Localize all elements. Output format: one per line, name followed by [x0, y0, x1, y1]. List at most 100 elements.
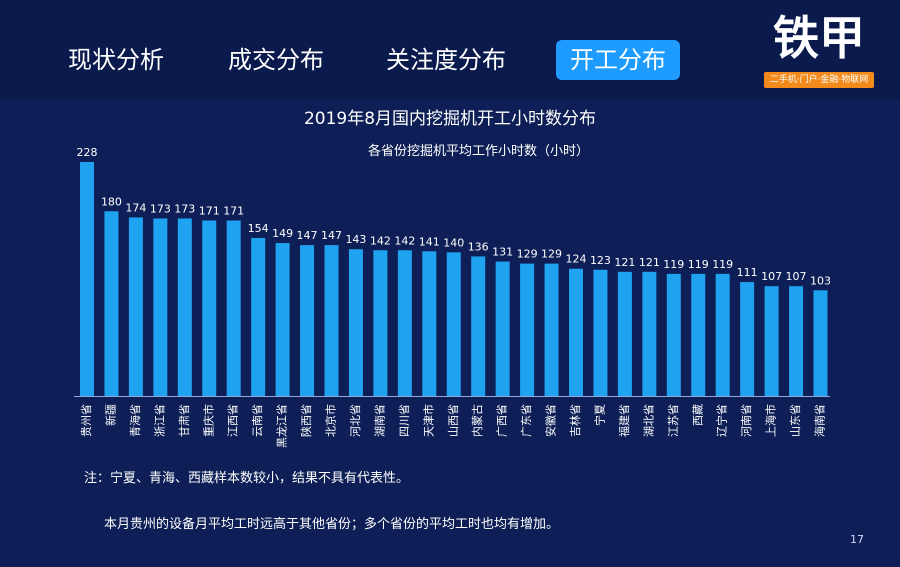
x-tick-label: 上海市 — [764, 404, 778, 437]
bar-value-label: 129 — [541, 248, 562, 261]
bar — [813, 290, 828, 396]
bar-value-label: 149 — [272, 227, 293, 240]
bar — [520, 263, 535, 396]
bar — [617, 271, 632, 396]
bar — [202, 220, 217, 396]
bar-value-label: 147 — [321, 229, 342, 242]
footnote: 注：宁夏、青海、西藏样本数较小，结果不具有代表性。 — [84, 471, 410, 486]
bar-value-label: 147 — [297, 229, 318, 242]
x-tick-label: 浙江省 — [153, 404, 166, 437]
bar-value-label: 121 — [639, 256, 660, 269]
bar — [495, 261, 510, 396]
bar-value-label: 124 — [566, 253, 587, 266]
bar-value-label: 119 — [712, 258, 733, 271]
x-tick-label: 湖南省 — [373, 404, 386, 437]
x-tick-label: 天津市 — [421, 404, 435, 437]
bar-value-label: 142 — [394, 234, 415, 247]
bar — [128, 217, 143, 396]
bar — [177, 218, 192, 396]
x-tick-label: 湖北省 — [642, 404, 655, 437]
x-tick-label: 海南省 — [813, 404, 827, 437]
x-tick-label: 陕西省 — [299, 404, 313, 437]
bar — [397, 250, 412, 396]
x-tick-label: 黑龙江省 — [276, 404, 289, 448]
bar — [789, 286, 804, 396]
x-tick-label: 四川省 — [398, 404, 411, 437]
bar — [104, 211, 119, 396]
bar-value-label: 154 — [248, 222, 269, 235]
bar — [764, 286, 779, 396]
x-tick-label: 河南省 — [740, 404, 753, 437]
bar — [80, 162, 94, 396]
bar — [153, 218, 168, 396]
bar — [226, 220, 241, 396]
bar-value-label: 107 — [761, 270, 782, 283]
bar-value-label: 142 — [370, 234, 391, 247]
x-tick-label: 内蒙古 — [470, 404, 484, 437]
bar-value-label: 119 — [663, 258, 684, 271]
chart-subtitle: 各省份挖掘机平均工作小时数（小时） — [368, 144, 590, 159]
x-tick-label: 广西省 — [496, 404, 509, 437]
bar — [446, 252, 461, 396]
bar-value-label: 121 — [614, 256, 635, 269]
x-tick-label: 江苏省 — [667, 404, 680, 437]
tab-operation-distribution[interactable]: 开工分布 — [556, 40, 680, 80]
bar-value-label: 123 — [590, 254, 611, 267]
bar — [544, 263, 559, 396]
bar-value-label: 140 — [443, 236, 464, 249]
x-tick-label: 山东省 — [789, 404, 802, 437]
tab-transaction-distribution[interactable]: 成交分布 — [228, 46, 324, 74]
x-tick-label: 江西省 — [227, 404, 240, 437]
bar — [715, 273, 730, 396]
x-tick-label: 河北省 — [349, 404, 362, 437]
x-tick-label: 重庆市 — [201, 404, 215, 437]
bar — [593, 269, 608, 396]
bar-value-label: 107 — [786, 270, 807, 283]
x-tick-label: 北京市 — [324, 404, 338, 437]
bar — [300, 245, 315, 396]
x-tick-label: 青海省 — [128, 404, 142, 437]
bar — [569, 268, 583, 396]
bar-value-label: 111 — [737, 266, 758, 279]
x-tick-label: 广东省 — [520, 404, 533, 437]
x-tick-label: 吉林省 — [568, 404, 582, 437]
bar-value-label: 171 — [223, 205, 244, 218]
bar — [324, 245, 339, 396]
bar-value-label: 180 — [101, 195, 122, 208]
bar-value-label: 171 — [199, 205, 220, 218]
x-tick-label: 宁夏 — [592, 404, 606, 426]
chart-title: 2019年8月国内挖掘机开工小时数分布 — [303, 109, 597, 129]
x-tick-label: 甘肃省 — [178, 404, 191, 437]
bar-value-label: 129 — [517, 248, 538, 261]
bar — [275, 243, 290, 396]
summary-text: 本月贵州的设备月平均工时远高于其他省份；多个省份的平均工时也均有增加。 — [104, 517, 560, 532]
bar — [642, 271, 657, 396]
brand-logo-tagline: 二手机·门户·金融·物联网 — [764, 72, 874, 88]
page-number: 17 — [850, 533, 864, 546]
bar — [471, 256, 486, 396]
x-tick-label: 贵州省 — [80, 404, 93, 437]
x-tick-label: 福建省 — [617, 404, 631, 437]
bar — [373, 250, 388, 396]
bar-value-label: 173 — [174, 202, 195, 215]
tab-status-analysis[interactable]: 现状分析 — [68, 46, 164, 74]
bar-value-label: 228 — [77, 146, 98, 159]
x-tick-label: 云南省 — [251, 404, 264, 437]
bar — [740, 282, 755, 396]
bar — [691, 273, 706, 396]
brand-logo: 铁甲 二手机·门户·金融·物联网 — [764, 8, 874, 88]
bar — [348, 249, 363, 396]
x-tick-label: 辽宁省 — [715, 404, 729, 437]
bar — [251, 237, 266, 396]
bar-value-label: 119 — [688, 258, 709, 271]
bar-value-label: 136 — [468, 240, 489, 253]
bar-value-label: 173 — [150, 202, 171, 215]
bar — [666, 273, 681, 396]
x-tick-label: 安徽省 — [544, 404, 558, 437]
brand-logo-name: 铁甲 — [773, 11, 865, 65]
tab-attention-distribution[interactable]: 关注度分布 — [386, 46, 506, 74]
bar-value-label: 143 — [345, 233, 366, 246]
bar-value-label: 131 — [492, 246, 513, 259]
bar-value-label: 103 — [810, 274, 831, 287]
